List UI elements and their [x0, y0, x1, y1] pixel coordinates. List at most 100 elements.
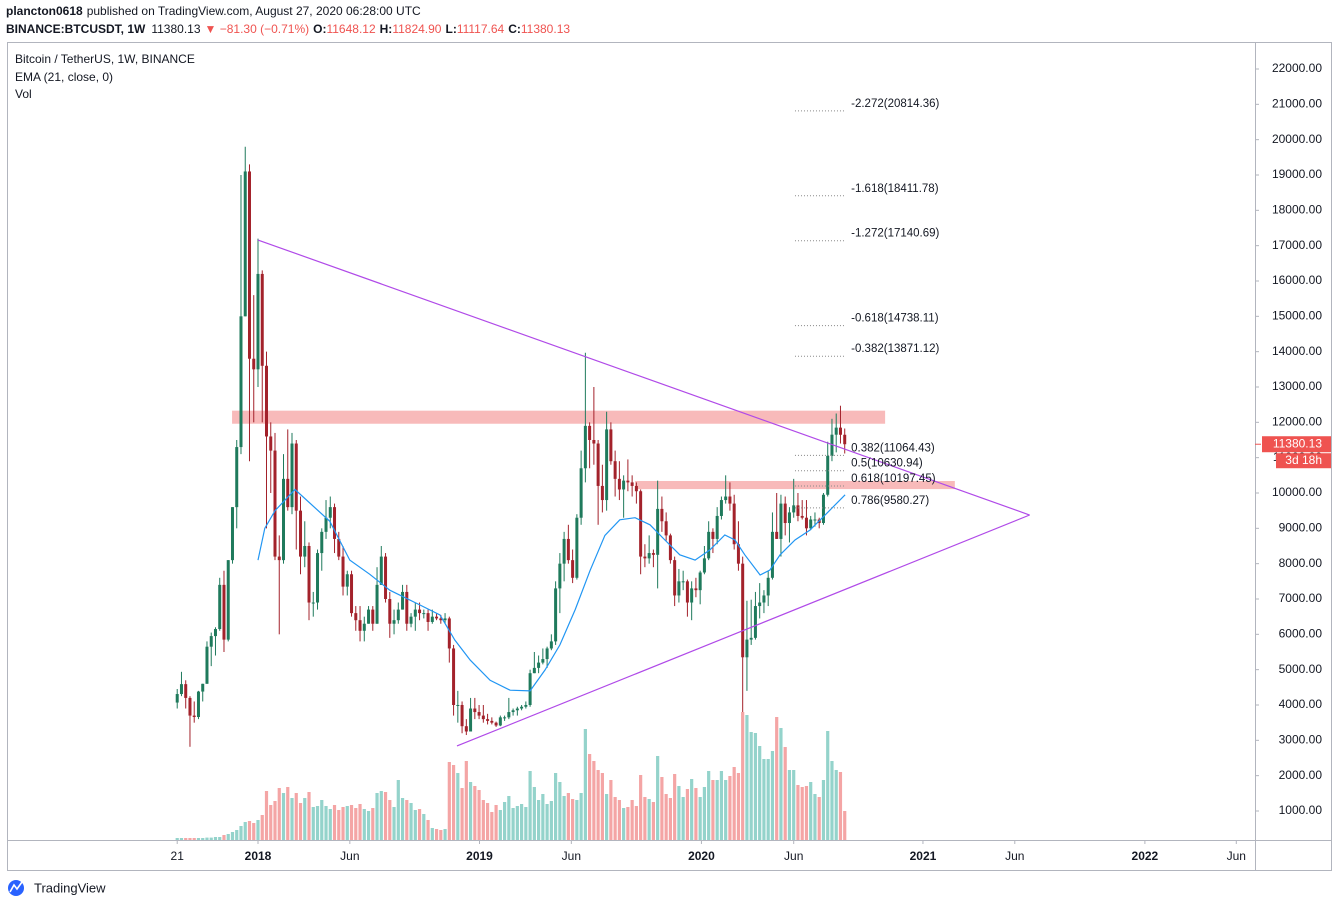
candle-body — [226, 560, 230, 640]
brand-name: TradingView — [34, 880, 106, 895]
candle-body — [337, 538, 341, 557]
candle-body — [685, 581, 689, 603]
candle-body — [184, 684, 188, 698]
candle-body — [477, 712, 481, 716]
volume-bar — [749, 732, 753, 840]
candle-body — [537, 662, 541, 668]
volume-bar — [711, 780, 715, 840]
volume-bar — [562, 796, 566, 840]
candle-body — [396, 609, 400, 621]
volume-bar — [762, 759, 766, 840]
candle-body — [622, 480, 626, 490]
x-tick-label: 2018 — [245, 849, 272, 863]
candle-body — [324, 517, 328, 532]
change: ▼ −81.30 (−0.71%) — [205, 22, 310, 36]
volume-bar — [596, 770, 600, 840]
volume-bar — [698, 797, 702, 840]
candle-body — [290, 443, 294, 508]
candle-body — [311, 602, 315, 604]
volume-bar — [817, 797, 821, 840]
candle-body — [469, 708, 473, 732]
candle-body — [515, 708, 519, 711]
x-tick-label: 21 — [171, 849, 185, 863]
volume-bar — [362, 809, 366, 840]
candle-body — [664, 521, 668, 536]
x-tick-label: Jun — [562, 849, 581, 863]
candle-body — [821, 494, 825, 524]
candle-body — [609, 429, 613, 462]
y-tick-label: 18000.00 — [1272, 202, 1322, 216]
volume-bar — [222, 835, 226, 840]
candle-body — [277, 556, 281, 561]
volume-bar — [753, 733, 758, 840]
volume-bar — [307, 792, 311, 840]
volume-bar — [252, 823, 256, 840]
volume-bar — [804, 786, 809, 840]
volume-bar — [702, 787, 707, 840]
volume-bar — [311, 807, 315, 840]
volume-bar — [626, 807, 630, 840]
candle-body — [498, 717, 502, 726]
candle-body — [286, 478, 290, 508]
candle-body — [566, 538, 570, 561]
candle-body — [834, 427, 838, 435]
volume-bar — [724, 780, 728, 840]
y-tick-label: 13000.00 — [1272, 379, 1322, 393]
candle-body — [630, 482, 634, 486]
candle-body — [379, 556, 383, 585]
candle-body — [235, 447, 239, 508]
y-tick-label: 15000.00 — [1272, 308, 1322, 322]
candle-body — [252, 358, 256, 370]
candle-body — [715, 515, 719, 539]
volume-bar — [715, 780, 719, 840]
candle-body — [464, 726, 468, 732]
y-tick-label: 22000.00 — [1272, 61, 1322, 75]
ohlc-value: 11380.13 — [521, 22, 570, 36]
candle-body — [813, 519, 817, 521]
volume-bar — [630, 800, 634, 840]
volume-bar — [571, 799, 575, 840]
volume-bar — [515, 806, 519, 840]
candle-body — [328, 507, 332, 518]
volume-bar — [532, 787, 536, 840]
candle-body — [230, 507, 234, 561]
volume-bar — [434, 829, 439, 840]
ohlc-key: O: — [313, 22, 326, 36]
candle-body — [766, 577, 770, 596]
candle-body — [605, 429, 609, 501]
volume-bar — [464, 761, 468, 840]
candle-body — [192, 715, 196, 718]
ema-line — [257, 488, 846, 692]
candle-body — [719, 500, 723, 516]
candle-body — [494, 722, 498, 726]
candle-body — [362, 623, 366, 631]
candle-body — [770, 531, 774, 578]
volume-bar — [605, 794, 609, 840]
volume-bar — [413, 810, 417, 840]
volume-bar — [417, 809, 422, 840]
candle-body — [838, 427, 842, 435]
candle-body — [405, 591, 409, 624]
volume-bar — [843, 811, 847, 840]
candle-body — [384, 556, 388, 599]
volume-bar — [277, 788, 281, 840]
volume-bar — [732, 767, 736, 840]
candle-body — [358, 620, 362, 631]
y-tick-label: 14000.00 — [1272, 344, 1322, 358]
volume-bar — [379, 791, 383, 840]
volume-bar — [175, 838, 179, 840]
volume-bar — [838, 772, 843, 840]
x-tick-label: Jun — [1005, 849, 1024, 863]
volume-bar — [566, 793, 570, 840]
y-tick-label: 2000.00 — [1279, 768, 1323, 782]
y-tick-label: 7000.00 — [1279, 591, 1323, 605]
volume-bar — [554, 773, 558, 840]
volume-bar — [545, 804, 549, 840]
candle-body — [188, 697, 192, 716]
volume-bar — [396, 780, 400, 840]
volume-bar — [664, 794, 668, 840]
fib-label: 0.786(9580.27) — [851, 495, 929, 507]
candle-body — [264, 365, 268, 437]
volume-bar — [260, 815, 264, 840]
